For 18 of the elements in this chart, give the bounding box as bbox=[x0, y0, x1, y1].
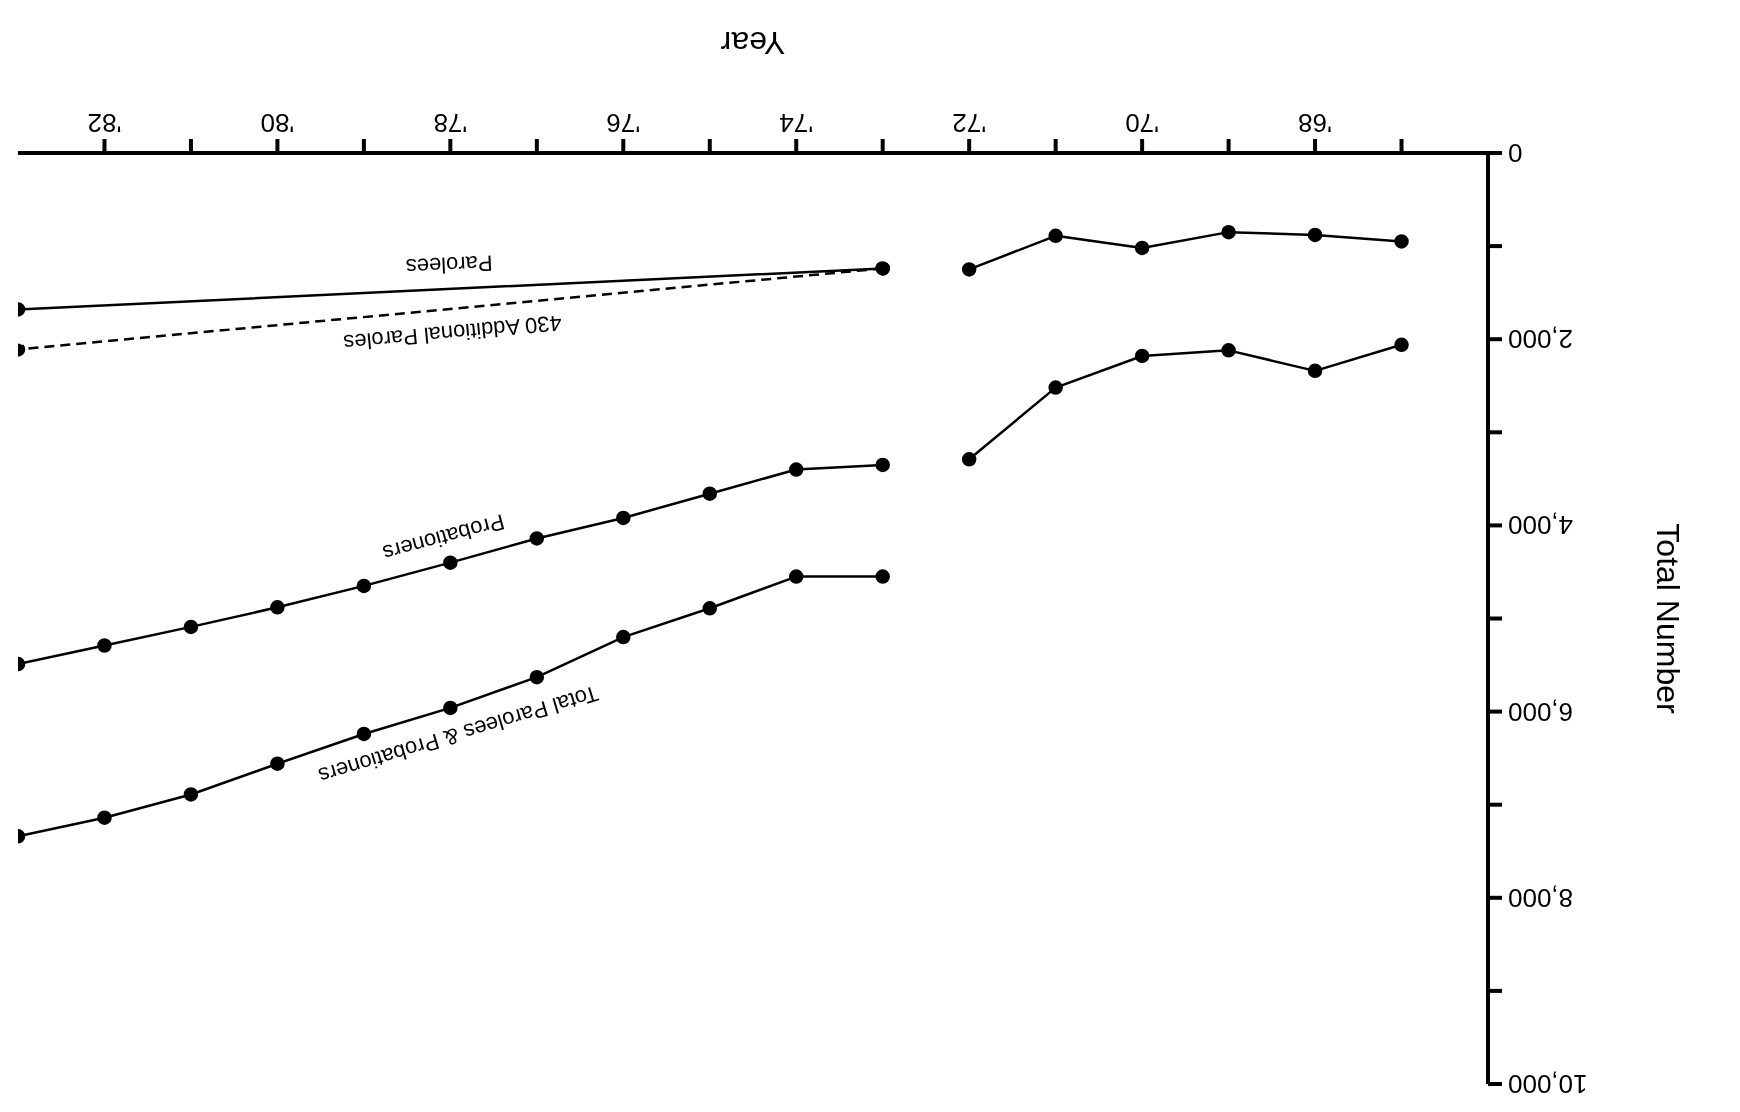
y-tick-label: 6,000 bbox=[1508, 696, 1574, 727]
x-tick-label: '72 bbox=[952, 108, 987, 138]
y-tick-label: 0 bbox=[1508, 138, 1523, 168]
x-tick-label: '74 bbox=[779, 108, 814, 138]
x-tick-label: '76 bbox=[606, 108, 641, 138]
text: 430 Additional Paroles bbox=[342, 310, 563, 356]
x-tick-label: '82 bbox=[87, 108, 122, 138]
x-axis-title: Year bbox=[720, 25, 786, 61]
x-tick-label: '68 bbox=[1298, 108, 1332, 138]
y-tick-label: 8,000 bbox=[1508, 882, 1574, 913]
series-label: Parolees bbox=[405, 250, 494, 280]
x-tick-label: '80 bbox=[260, 108, 295, 138]
y-tick-label: 10,000 bbox=[1508, 1069, 1588, 1099]
x-tick-label: '70 bbox=[1125, 108, 1160, 138]
x-tick-label: '78 bbox=[433, 108, 468, 138]
y-axis-title: Total Number bbox=[1650, 523, 1686, 714]
y-tick-label: 2,000 bbox=[1508, 324, 1574, 355]
y-tick-label: 4,000 bbox=[1508, 510, 1574, 541]
